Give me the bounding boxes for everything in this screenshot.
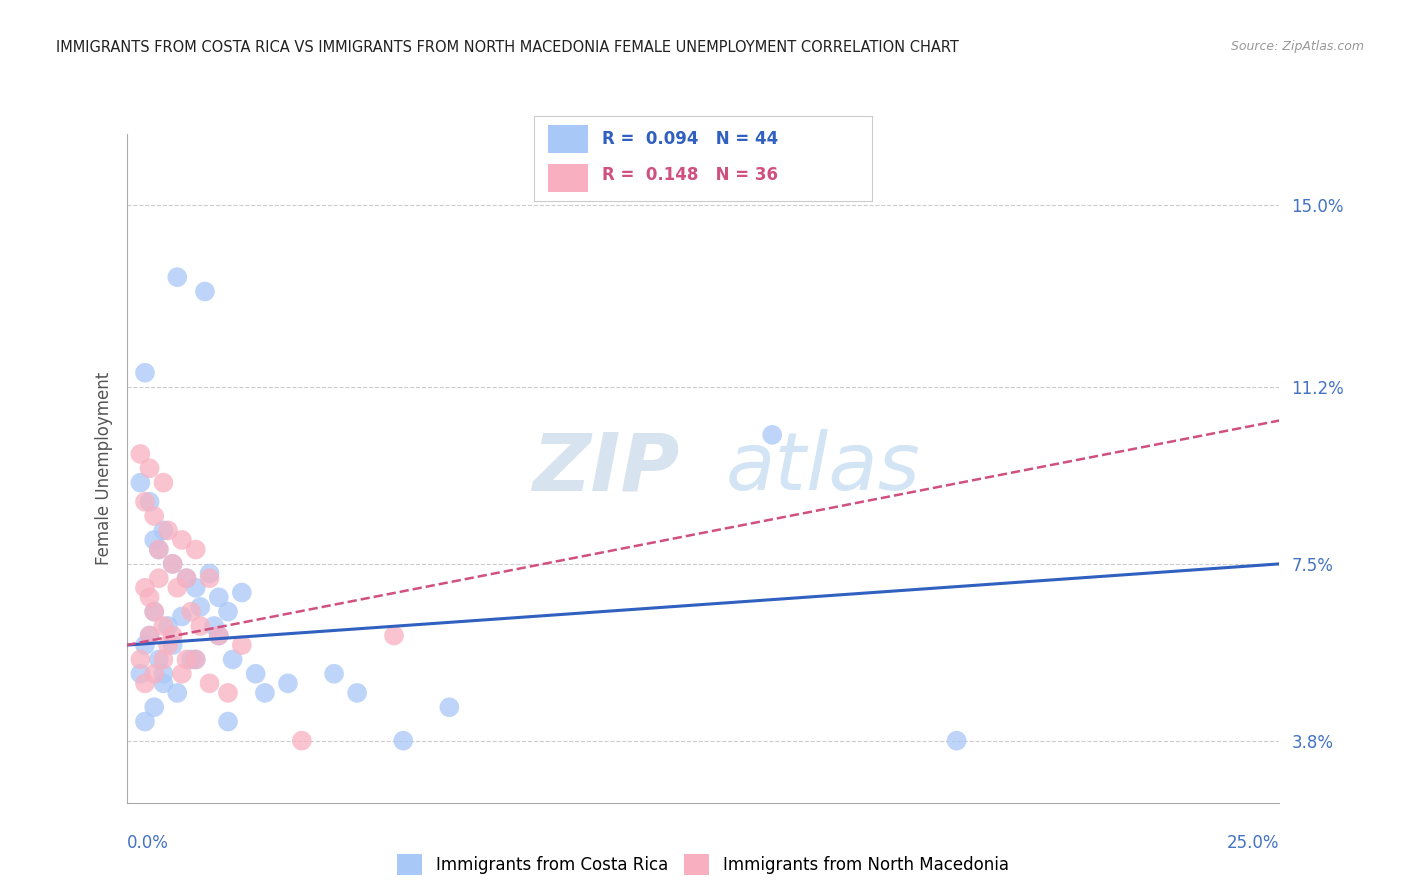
Point bbox=[166, 581, 188, 595]
Point bbox=[221, 652, 243, 666]
Point bbox=[202, 619, 225, 633]
Point bbox=[176, 571, 198, 585]
Point bbox=[157, 524, 180, 538]
Point bbox=[170, 533, 193, 547]
Point bbox=[162, 628, 184, 642]
Text: 25.0%: 25.0% bbox=[1227, 834, 1279, 852]
Text: Source: ZipAtlas.com: Source: ZipAtlas.com bbox=[1230, 40, 1364, 54]
Point bbox=[217, 605, 239, 619]
Point bbox=[148, 542, 170, 557]
Point bbox=[346, 686, 368, 700]
Point bbox=[162, 557, 184, 571]
Point bbox=[231, 585, 253, 599]
Y-axis label: Female Unemployment: Female Unemployment bbox=[94, 372, 112, 565]
Point bbox=[138, 628, 160, 642]
Point bbox=[761, 428, 783, 442]
Point bbox=[180, 605, 202, 619]
Point bbox=[152, 666, 174, 681]
Point bbox=[138, 461, 160, 475]
Point bbox=[382, 628, 405, 642]
Point bbox=[945, 733, 967, 747]
Point bbox=[143, 605, 166, 619]
Point bbox=[152, 652, 174, 666]
Point bbox=[277, 676, 299, 690]
Point bbox=[134, 366, 156, 380]
Point bbox=[138, 628, 160, 642]
Point bbox=[184, 581, 207, 595]
Point bbox=[152, 475, 174, 490]
Point bbox=[231, 638, 253, 652]
Point bbox=[152, 524, 174, 538]
Point bbox=[152, 619, 174, 633]
Legend: Immigrants from Costa Rica, Immigrants from North Macedonia: Immigrants from Costa Rica, Immigrants f… bbox=[391, 847, 1015, 881]
Point bbox=[143, 509, 166, 524]
Point bbox=[134, 676, 156, 690]
Point bbox=[245, 666, 267, 681]
Point bbox=[170, 609, 193, 624]
Point bbox=[170, 666, 193, 681]
Point bbox=[198, 676, 221, 690]
Point bbox=[217, 714, 239, 729]
Point bbox=[134, 581, 156, 595]
Point bbox=[138, 591, 160, 605]
Point bbox=[143, 533, 166, 547]
Point bbox=[166, 270, 188, 285]
Point bbox=[188, 599, 211, 614]
Point bbox=[157, 638, 180, 652]
Text: IMMIGRANTS FROM COSTA RICA VS IMMIGRANTS FROM NORTH MACEDONIA FEMALE UNEMPLOYMEN: IMMIGRANTS FROM COSTA RICA VS IMMIGRANTS… bbox=[56, 40, 959, 55]
Point bbox=[184, 652, 207, 666]
Point bbox=[148, 571, 170, 585]
Point bbox=[148, 542, 170, 557]
Point bbox=[129, 652, 152, 666]
Point bbox=[134, 714, 156, 729]
Point bbox=[166, 686, 188, 700]
Point bbox=[180, 652, 202, 666]
Text: R =  0.148   N = 36: R = 0.148 N = 36 bbox=[602, 166, 778, 185]
FancyBboxPatch shape bbox=[548, 125, 588, 153]
Point bbox=[143, 605, 166, 619]
Point bbox=[129, 475, 152, 490]
Point bbox=[176, 571, 198, 585]
Point bbox=[208, 628, 231, 642]
Point bbox=[162, 638, 184, 652]
Point bbox=[134, 494, 156, 508]
FancyBboxPatch shape bbox=[548, 164, 588, 192]
Point bbox=[176, 652, 198, 666]
Point bbox=[198, 571, 221, 585]
Point bbox=[143, 666, 166, 681]
Point bbox=[184, 542, 207, 557]
Text: R =  0.094   N = 44: R = 0.094 N = 44 bbox=[602, 130, 778, 148]
Point bbox=[194, 285, 217, 299]
Text: 0.0%: 0.0% bbox=[127, 834, 169, 852]
Point bbox=[323, 666, 346, 681]
Text: ZIP: ZIP bbox=[533, 429, 681, 508]
Point bbox=[129, 447, 152, 461]
Point bbox=[392, 733, 415, 747]
Point bbox=[143, 700, 166, 714]
Point bbox=[439, 700, 461, 714]
Point bbox=[148, 652, 170, 666]
Point bbox=[208, 628, 231, 642]
Point bbox=[134, 638, 156, 652]
Point bbox=[184, 652, 207, 666]
Point bbox=[129, 666, 152, 681]
Text: atlas: atlas bbox=[725, 429, 921, 508]
Point bbox=[162, 557, 184, 571]
Point bbox=[291, 733, 314, 747]
Point bbox=[198, 566, 221, 581]
Point bbox=[152, 676, 174, 690]
Point bbox=[217, 686, 239, 700]
Point bbox=[208, 591, 231, 605]
Point bbox=[157, 619, 180, 633]
Point bbox=[253, 686, 276, 700]
Point bbox=[188, 619, 211, 633]
Point bbox=[138, 494, 160, 508]
